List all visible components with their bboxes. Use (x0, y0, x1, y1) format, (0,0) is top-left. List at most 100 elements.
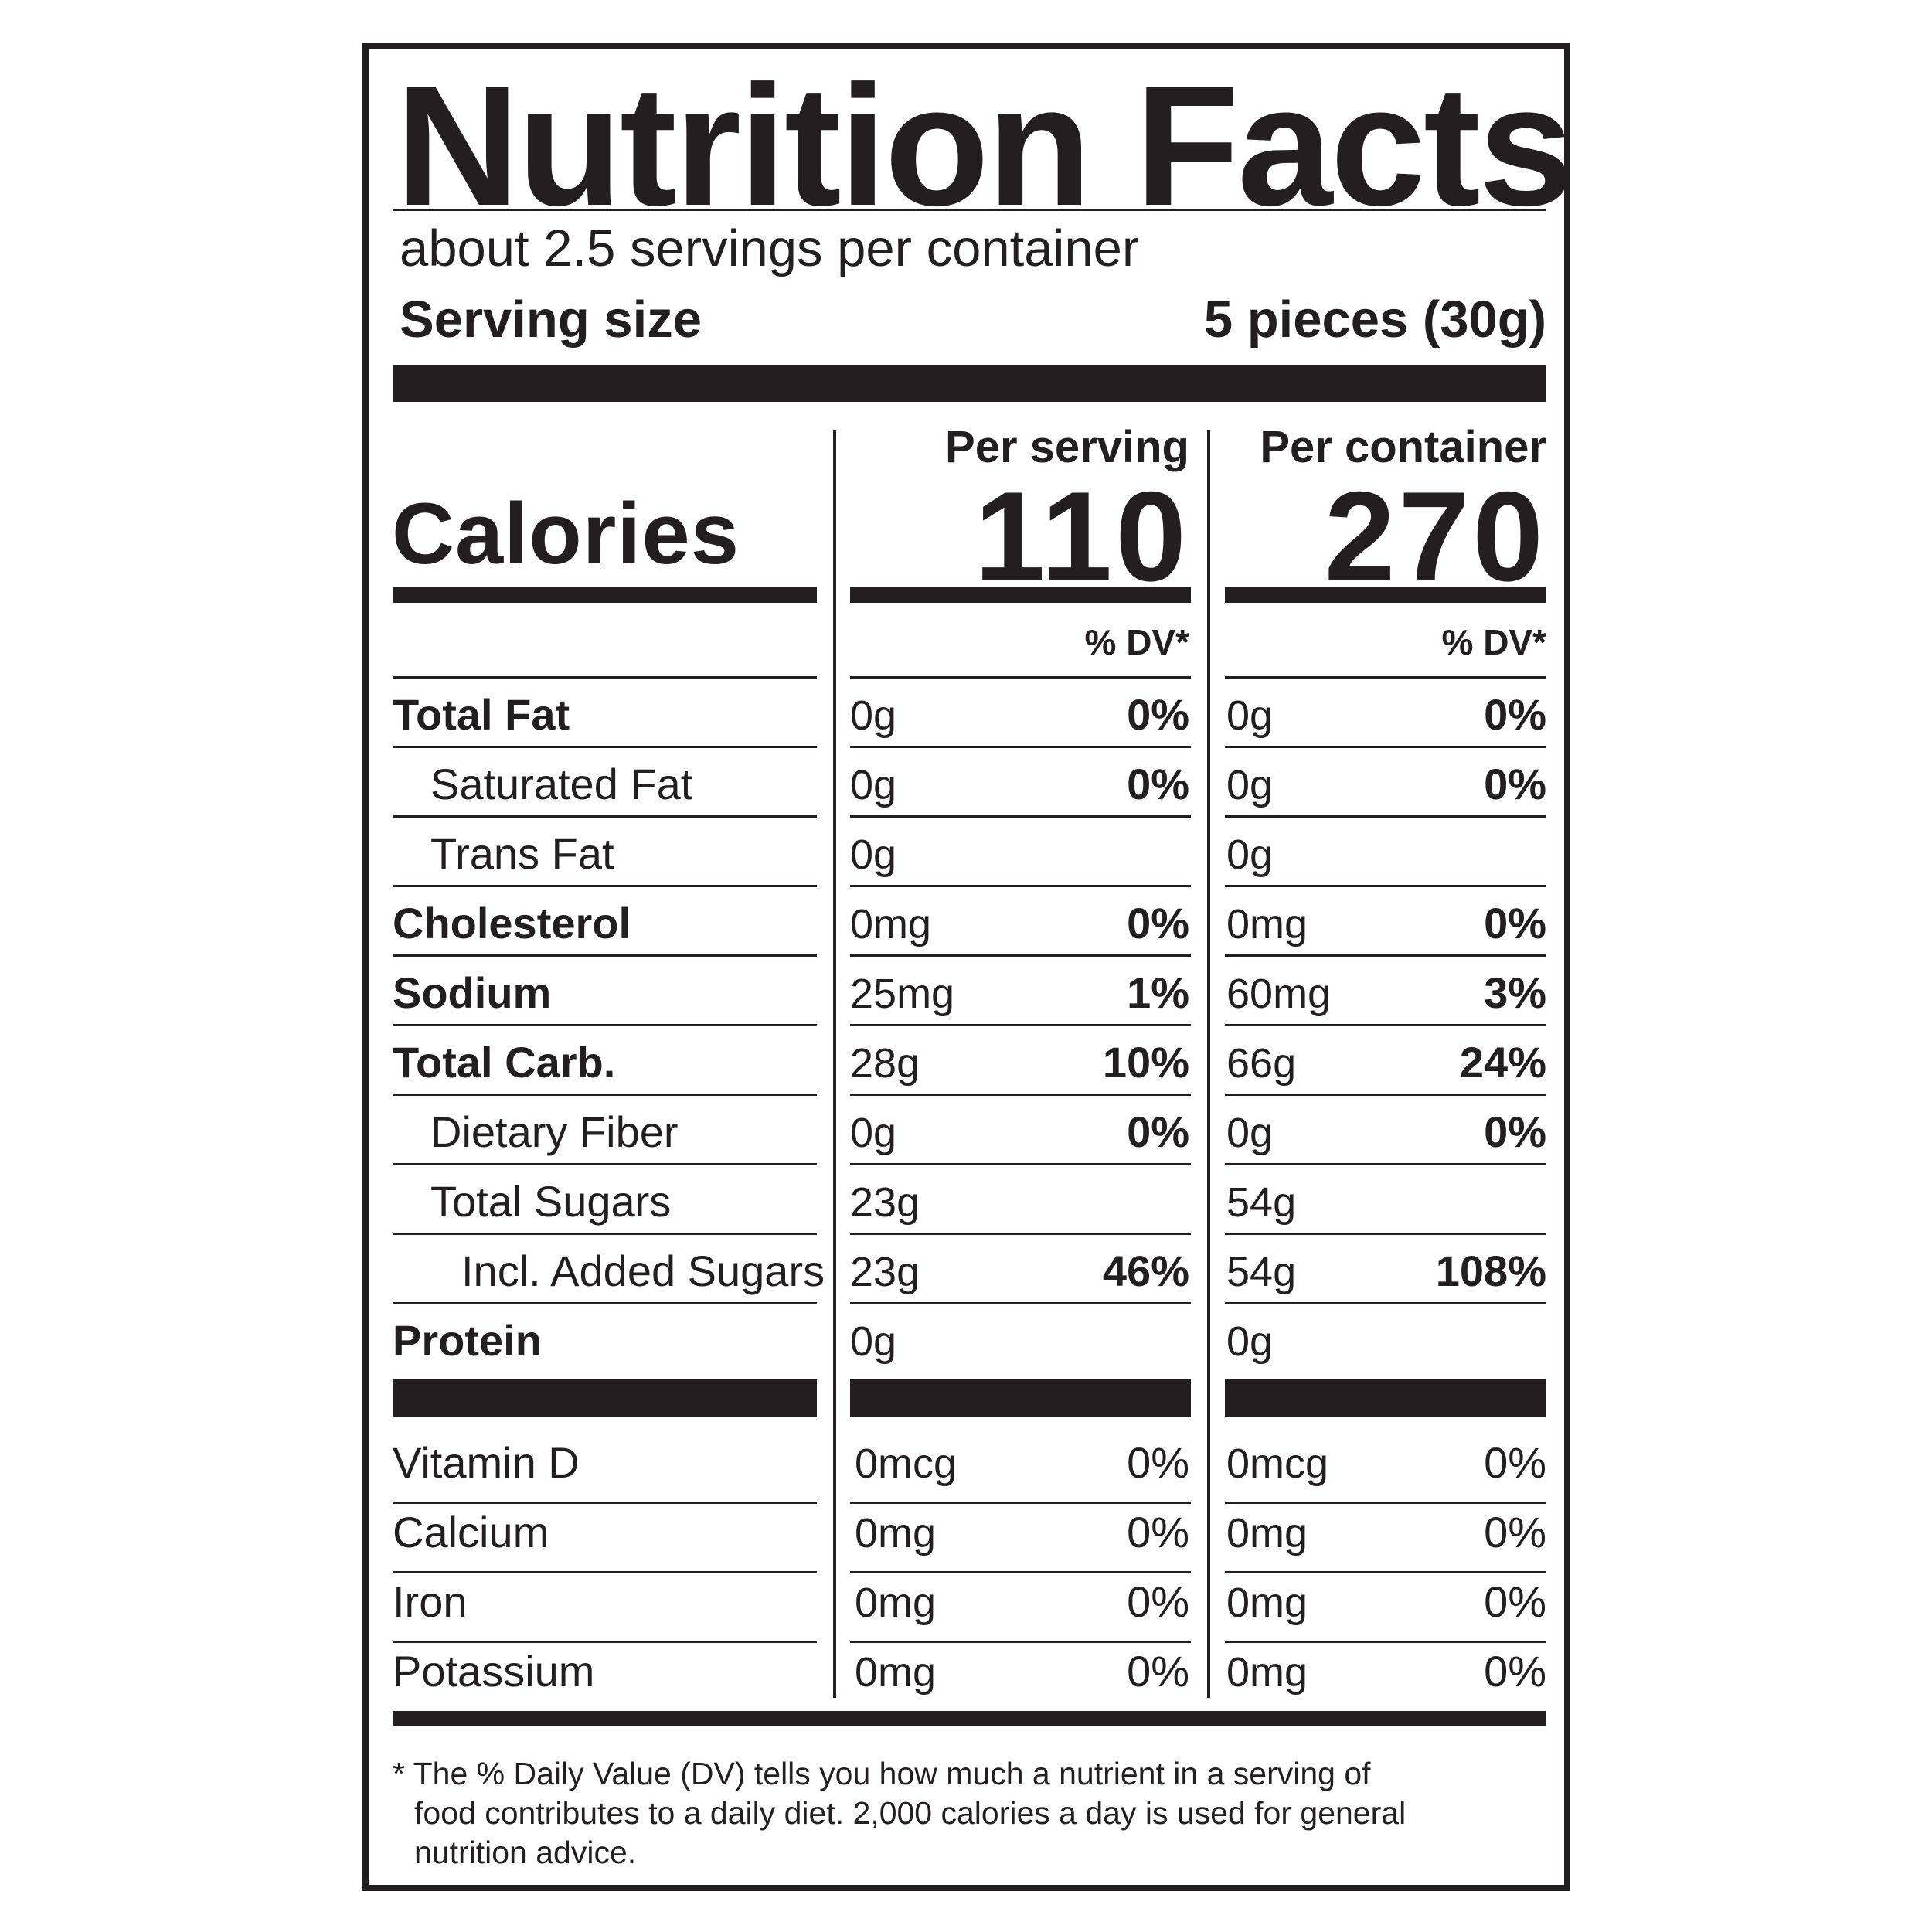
serving-amount: 0g (850, 762, 897, 808)
row-rule (850, 1502, 1191, 1504)
nutrient-label: Total Sugars (430, 1177, 672, 1226)
serving-amount: 0mg (850, 901, 932, 947)
serving-dv: 0% (1127, 760, 1189, 808)
serving-amount: 28g (850, 1040, 920, 1087)
serving-dv: 0% (1127, 899, 1189, 947)
row-rule (1225, 885, 1546, 887)
row-rule (393, 746, 817, 748)
footnote-line-2: food contributes to a daily diet. 2,000 … (414, 1795, 1406, 1831)
thick-divider-bottom (393, 1711, 1546, 1726)
vitamin-serving-amount: 0mcg (855, 1440, 957, 1487)
vitamin-serving-dv: 0% (1127, 1577, 1189, 1626)
dv-heading-container: % DV* (1441, 622, 1546, 662)
footnote-line-3: nutrition advice. (414, 1835, 637, 1870)
row-rule (393, 1502, 817, 1504)
thick-divider-top (393, 365, 1546, 402)
row-rule (1225, 1502, 1546, 1504)
row-rule (393, 1641, 817, 1643)
row-rule (850, 1163, 1191, 1165)
nutrition-facts-panel (362, 43, 1570, 1891)
container-amount: 0g (1226, 832, 1274, 878)
row-rule (1225, 954, 1546, 957)
vitamin-container-amount: 0mg (1226, 1649, 1308, 1696)
vitamin-serving-dv: 0% (1127, 1647, 1189, 1696)
vitamin-label: Vitamin D (393, 1438, 580, 1487)
footnote-line-1: * The % Daily Value (DV) tells you how m… (393, 1756, 1371, 1791)
row-rule (393, 954, 817, 957)
row-rule (850, 1233, 1191, 1235)
row-rule (850, 1641, 1191, 1643)
container-amount: 0g (1226, 1318, 1274, 1365)
serving-amount: 23g (850, 1249, 920, 1295)
thick-divider-label (393, 1379, 817, 1417)
row-rule (393, 1302, 817, 1304)
vitamin-serving-amount: 0mg (855, 1510, 937, 1556)
nutrient-label: Protein (393, 1316, 542, 1365)
container-dv: 0% (1484, 760, 1546, 808)
row-rule (1225, 1641, 1546, 1643)
row-rule (850, 885, 1191, 887)
container-dv: 3% (1484, 968, 1546, 1017)
footnote: * The % Daily Value (DV) tells you how m… (393, 1754, 1475, 1872)
container-dv: 0% (1484, 1107, 1546, 1156)
calories-bar-container (1225, 587, 1546, 603)
nutrient-label: Sodium (393, 968, 552, 1017)
container-dv: 0% (1484, 899, 1546, 947)
container-dv: 108% (1435, 1247, 1546, 1295)
nutrient-label: Total Carb. (393, 1038, 616, 1087)
container-dv: 24% (1459, 1038, 1546, 1087)
serving-amount: 0g (850, 1318, 897, 1365)
row-rule (850, 1094, 1191, 1096)
nutrient-label: Dietary Fiber (430, 1107, 679, 1156)
servings-per-container: about 2.5 servings per container (400, 219, 1140, 277)
vitamin-label: Potassium (393, 1647, 595, 1696)
vitamin-container-dv: 0% (1484, 1577, 1546, 1626)
vitamin-container-dv: 0% (1484, 1508, 1546, 1556)
nutrient-label: Trans Fat (430, 829, 614, 878)
nutrient-label: Cholesterol (393, 899, 631, 947)
container-amount: 66g (1226, 1040, 1297, 1087)
container-dv: 0% (1484, 690, 1546, 739)
row-rule (393, 676, 817, 679)
vitamin-container-amount: 0mg (1226, 1580, 1308, 1626)
calories-per-container: 270 (1324, 465, 1546, 607)
container-amount: 0mg (1226, 901, 1308, 947)
serving-size-value: 5 pieces (30g) (1203, 291, 1546, 349)
calories-per-serving: 110 (974, 465, 1189, 607)
row-rule (1225, 746, 1546, 748)
row-rule (1225, 1233, 1546, 1235)
vitamin-serving-amount: 0mg (855, 1580, 937, 1626)
container-amount: 0g (1226, 762, 1274, 808)
serving-dv: 10% (1102, 1038, 1189, 1087)
vitamin-serving-dv: 0% (1127, 1508, 1189, 1556)
vitamin-label: Calcium (393, 1508, 549, 1556)
nutrient-label: Incl. Added Sugars (461, 1247, 825, 1295)
container-amount: 0g (1226, 1110, 1274, 1156)
per-serving-heading: Per serving (945, 422, 1189, 472)
nutrient-label: Total Fat (393, 690, 570, 739)
calories-bar-label (393, 587, 817, 603)
serving-amount: 0g (850, 692, 897, 739)
serving-amount: 25mg (850, 971, 955, 1017)
row-rule (850, 1302, 1191, 1304)
per-container-heading: Per container (1260, 422, 1546, 472)
thick-divider-serving (850, 1379, 1191, 1417)
row-rule (850, 1571, 1191, 1573)
nutrient-label: Saturated Fat (430, 760, 693, 808)
column-rule-2 (1207, 430, 1210, 1698)
container-amount: 54g (1226, 1179, 1297, 1226)
row-rule (1225, 1571, 1546, 1573)
row-rule (850, 676, 1191, 679)
row-rule (1225, 1302, 1546, 1304)
serving-dv: 1% (1127, 968, 1189, 1017)
row-rule (1225, 1163, 1546, 1165)
serving-amount: 0g (850, 832, 897, 878)
serving-amount: 23g (850, 1179, 920, 1226)
vitamin-container-amount: 0mcg (1226, 1440, 1329, 1487)
row-rule (393, 1024, 817, 1026)
row-rule (393, 1233, 817, 1235)
calories-bar-serving (850, 587, 1191, 603)
calories-label: Calories (392, 485, 740, 582)
vitamin-serving-amount: 0mg (855, 1649, 937, 1696)
row-rule (1225, 676, 1546, 679)
